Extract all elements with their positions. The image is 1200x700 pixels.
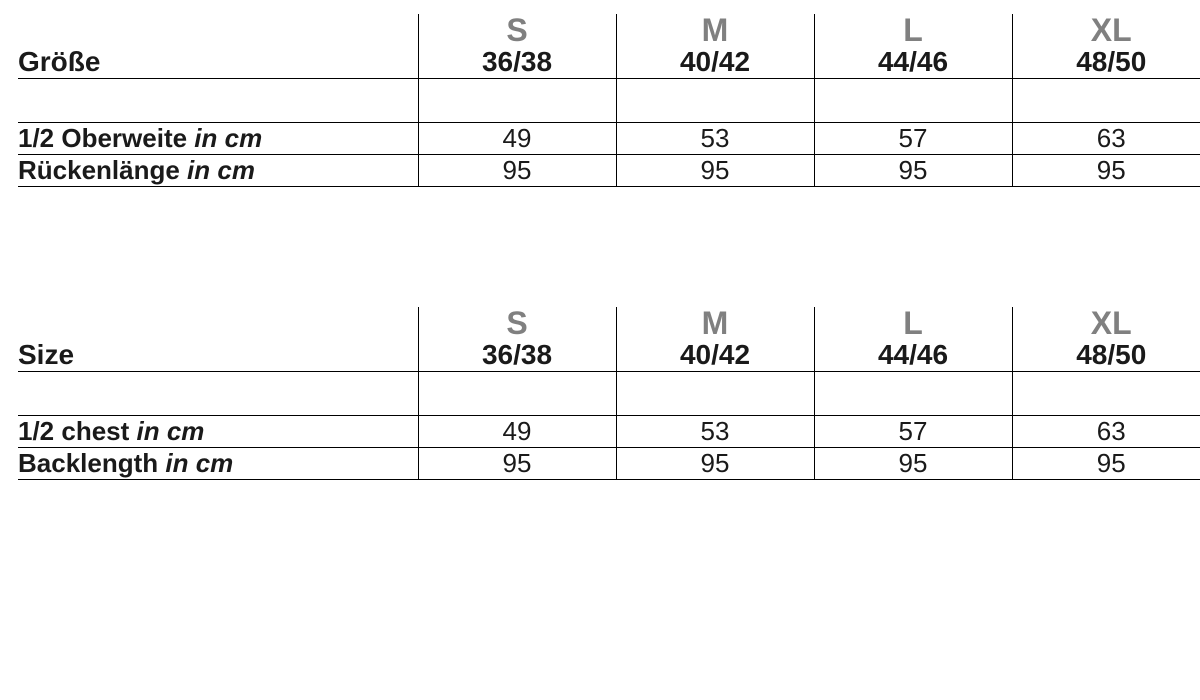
cell: 49 bbox=[418, 416, 616, 448]
table-row: 1/2 chest in cm 49 53 57 63 bbox=[18, 416, 1200, 448]
cell: 53 bbox=[616, 416, 814, 448]
table-gap bbox=[18, 187, 1182, 307]
size-numeric: 36/38 bbox=[418, 46, 616, 79]
header-row-letters: Größe S M L XL bbox=[18, 14, 1200, 46]
size-letter: L bbox=[814, 14, 1012, 46]
cell: 95 bbox=[1012, 155, 1200, 187]
size-numeric: 40/42 bbox=[616, 339, 814, 372]
cell: 63 bbox=[1012, 416, 1200, 448]
size-letter: L bbox=[814, 307, 1012, 339]
unit-suffix: in cm bbox=[129, 416, 204, 446]
header-label: Size bbox=[18, 307, 418, 372]
size-letter: M bbox=[616, 14, 814, 46]
cell: 49 bbox=[418, 123, 616, 155]
row-label: 1/2 chest in cm bbox=[18, 416, 418, 448]
measurement-name: Backlength bbox=[18, 448, 158, 478]
table-row: Rückenlänge in cm 95 95 95 95 bbox=[18, 155, 1200, 187]
cell: 53 bbox=[616, 123, 814, 155]
row-label: 1/2 Oberweite in cm bbox=[18, 123, 418, 155]
size-table-de: Größe S M L XL 36/38 40/42 44/46 48/50 1… bbox=[18, 14, 1200, 187]
cell: 95 bbox=[616, 155, 814, 187]
size-letter: S bbox=[418, 307, 616, 339]
cell: 95 bbox=[814, 155, 1012, 187]
size-letter: S bbox=[418, 14, 616, 46]
cell: 57 bbox=[814, 416, 1012, 448]
measurement-name: Rückenlänge bbox=[18, 155, 180, 185]
header-label: Größe bbox=[18, 14, 418, 79]
size-numeric: 48/50 bbox=[1012, 339, 1200, 372]
cell: 57 bbox=[814, 123, 1012, 155]
size-table-en: Size S M L XL 36/38 40/42 44/46 48/50 1/… bbox=[18, 307, 1200, 480]
unit-suffix: in cm bbox=[158, 448, 233, 478]
unit-suffix: in cm bbox=[180, 155, 255, 185]
table-row: Backlength in cm 95 95 95 95 bbox=[18, 448, 1200, 480]
header-row-letters: Size S M L XL bbox=[18, 307, 1200, 339]
size-numeric: 44/46 bbox=[814, 339, 1012, 372]
unit-suffix: in cm bbox=[187, 123, 262, 153]
spacer-row bbox=[18, 372, 1200, 416]
cell: 95 bbox=[418, 155, 616, 187]
spacer-row bbox=[18, 79, 1200, 123]
cell: 95 bbox=[1012, 448, 1200, 480]
cell: 95 bbox=[616, 448, 814, 480]
size-numeric: 40/42 bbox=[616, 46, 814, 79]
size-letter: M bbox=[616, 307, 814, 339]
size-letter: XL bbox=[1012, 14, 1200, 46]
table-row: 1/2 Oberweite in cm 49 53 57 63 bbox=[18, 123, 1200, 155]
row-label: Backlength in cm bbox=[18, 448, 418, 480]
cell: 95 bbox=[418, 448, 616, 480]
measurement-name: 1/2 chest bbox=[18, 416, 129, 446]
size-numeric: 48/50 bbox=[1012, 46, 1200, 79]
row-label: Rückenlänge in cm bbox=[18, 155, 418, 187]
size-numeric: 36/38 bbox=[418, 339, 616, 372]
size-letter: XL bbox=[1012, 307, 1200, 339]
measurement-name: 1/2 Oberweite bbox=[18, 123, 187, 153]
cell: 95 bbox=[814, 448, 1012, 480]
cell: 63 bbox=[1012, 123, 1200, 155]
size-numeric: 44/46 bbox=[814, 46, 1012, 79]
